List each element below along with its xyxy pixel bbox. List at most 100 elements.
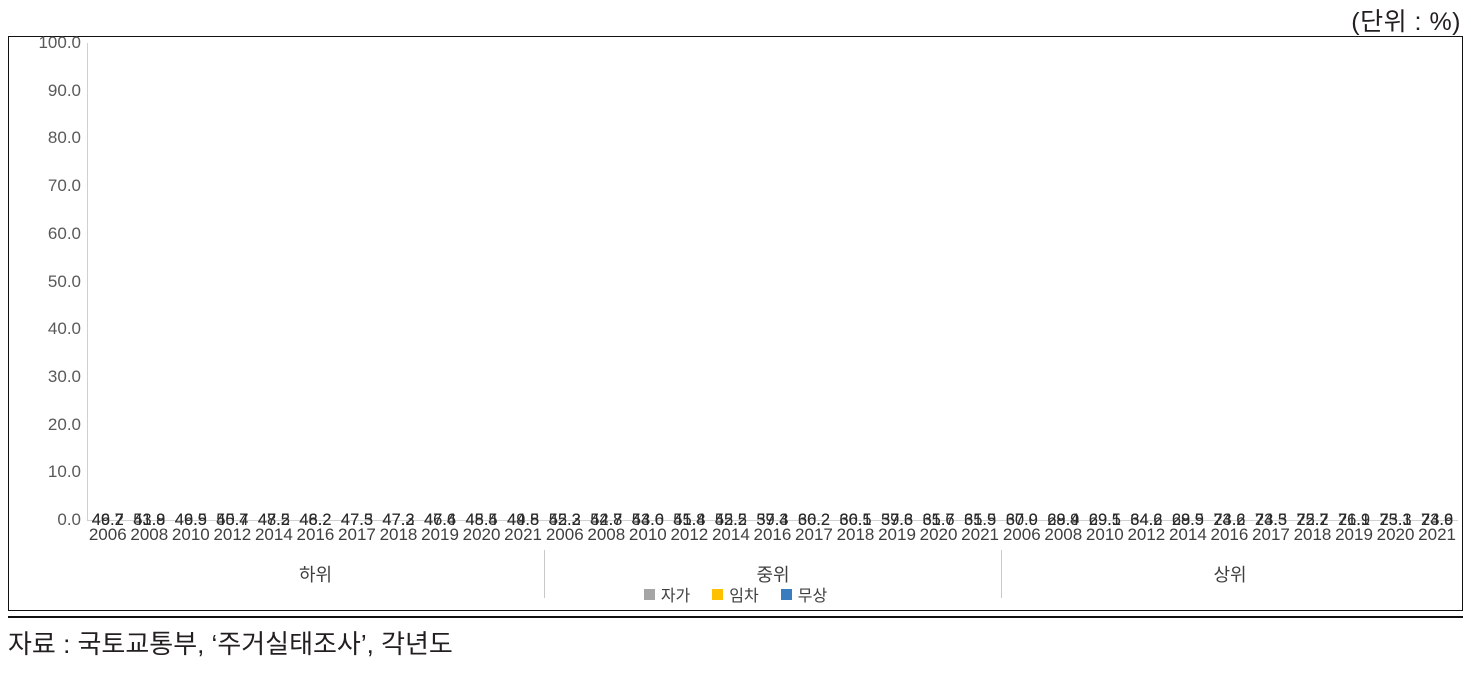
bar-slot[interactable]: 4.3 43.8 51.9 (129, 43, 171, 539)
bar-value-label: 75.3 (1379, 511, 1412, 529)
bar-value-label: 46.2 (91, 511, 124, 529)
bar-value-label: 60.1 (839, 511, 872, 529)
bar-slot[interactable]: 3.4 37.3 59.4 (752, 43, 794, 539)
bar-value-label: 47.5 (340, 511, 374, 529)
bar-slot[interactable]: 5.1 47.3 47.5 (336, 43, 378, 539)
bar-slot[interactable]: 1.6 23.1 75.3 (1375, 43, 1417, 539)
x-axis-year: 2012 (213, 525, 252, 544)
bar-slot[interactable]: 1.6 23.9 74.6 (1416, 43, 1458, 539)
bar-slot[interactable]: 1.8 21.9 76.1 (1333, 43, 1375, 539)
bar-value-label: 2.7 (677, 522, 701, 540)
bar-value-label: 21.9 (1337, 511, 1371, 529)
bar-value-label: 2.7 (927, 522, 951, 540)
y-axis-tick: 0.0 (57, 510, 81, 529)
bar-slot[interactable]: 2.2 30.9 67.0 (1001, 43, 1043, 539)
bar-slot[interactable]: 2.7 35.6 61.7 (918, 43, 960, 539)
bar-slot[interactable]: 3.5 36.5 60.1 (835, 43, 877, 539)
x-axis-year: 2010 (1085, 525, 1124, 544)
bar-value-label: 1.6 (1176, 522, 1200, 540)
x-axis-year: 2017 (1252, 525, 1290, 544)
bar-value-label: 1.2 (1134, 522, 1158, 540)
bar-value-label: 28.9 (1047, 511, 1080, 529)
bar-value-label: 2.5 (553, 522, 577, 540)
bar-slot[interactable]: 2.5 42.2 55.3 (544, 43, 586, 539)
bar-slot[interactable]: 2.7 35.5 61.9 (959, 43, 1001, 539)
bar-value-label: 22.7 (1296, 511, 1329, 529)
bar-value-label: 36.5 (839, 511, 872, 529)
legend-item-rent[interactable]: 임차 (712, 582, 759, 606)
bar-value-label: 45.7 (216, 511, 249, 529)
bar-value-label: 46.9 (174, 511, 207, 529)
bar-value-label: 73.5 (1254, 511, 1288, 529)
bar-value-label: 51.8 (673, 511, 706, 529)
unit-caption: (단위 : %) (1351, 8, 1461, 36)
bar-slot[interactable]: 3.7 49.5 46.9 (170, 43, 212, 539)
bar-value-label: 24.2 (1213, 511, 1246, 529)
bar-slot[interactable]: 6.0 48.5 45.4 (461, 43, 503, 539)
x-axis-year: 2014 (254, 525, 293, 544)
bar-value-label: 36.2 (797, 511, 831, 529)
x-axis-year: 2018 (379, 525, 418, 544)
bar-slot[interactable]: 2.3 24.3 73.5 (1250, 43, 1292, 539)
bar-slot[interactable]: 4.1 46.2 49.7 (87, 43, 129, 539)
bar-slot[interactable]: 2.3 45.5 52.2 (710, 43, 752, 539)
legend-swatch-icon (643, 588, 655, 600)
bar-value-label: 30.9 (1005, 511, 1038, 529)
legend-label: 무상 (797, 588, 828, 605)
y-axis-tick: 70.0 (47, 176, 81, 196)
bar-slot[interactable]: 2.4 42.8 54.7 (586, 43, 628, 539)
bar-slot[interactable]: 1.8 28.9 69.4 (1043, 43, 1085, 539)
x-axis-year: 2010 (171, 525, 210, 544)
bar-slot[interactable]: 3.2 37.3 59.6 (876, 43, 918, 539)
bar-value-label: 5.6 (303, 522, 327, 540)
bar-value-label: 5.4 (387, 522, 410, 540)
bar-value-label: 47.3 (382, 511, 415, 529)
bar-slot[interactable]: 5.4 47.3 47.2 (378, 43, 420, 539)
x-axis-year: 2006 (545, 525, 584, 544)
x-axis-year: 2008 (587, 525, 626, 544)
bar-value-label: 54.0 (631, 511, 664, 529)
bar-value-label: 48.2 (299, 511, 332, 529)
legend-swatch-icon (712, 588, 724, 600)
bar-value-label: 2.2 (1217, 522, 1241, 540)
y-axis-tick: 80.0 (47, 128, 81, 148)
x-axis-year: 2020 (919, 525, 958, 544)
bar-group-중위: 2.5 42.2 55.3 2.4 42.8 54.7 2.3 43.6 54.0 2.7 45.4… (544, 43, 1001, 539)
x-axis-year: 2020 (1376, 525, 1415, 544)
bar-value-label: 34.2 (1130, 511, 1163, 529)
x-axis-year: 2018 (836, 525, 875, 544)
bar-slot[interactable]: 2.7 45.4 51.8 (669, 43, 711, 539)
bar-value-label: 42.2 (548, 511, 581, 529)
bar-slot[interactable]: 1.6 28.9 69.5 (1167, 43, 1209, 539)
bar-value-label: 59.6 (880, 511, 914, 529)
x-year-group: 2006 2008 2010 2012 2014 2016 2017 2018 2019 2020… (87, 520, 544, 550)
bar-group-하위: 4.1 46.2 49.7 4.3 43.8 51.9 3.7 49.5 46.9 3.8 45.7… (87, 43, 544, 539)
bar-value-label: 42.8 (590, 511, 623, 529)
bar-value-label: 1.8 (1051, 522, 1075, 540)
x-axis-year-labels: 2006 2008 2010 2012 2014 2016 2017 2018 2019 2020… (87, 520, 1458, 550)
bar-value-label: 3.7 (179, 522, 203, 540)
bar-slot[interactable]: 3.6 36.2 60.2 (793, 43, 835, 539)
bar-slot[interactable]: 2.3 43.6 54.0 (627, 43, 669, 539)
bar-value-label: 74.6 (1421, 511, 1454, 529)
bar-value-label: 3.6 (802, 522, 826, 540)
bar-value-label: 5.1 (345, 522, 369, 540)
x-axis-line (87, 520, 1458, 521)
bar-value-label: 47.6 (423, 511, 457, 529)
bar-slot[interactable]: 4.2 48.2 47.5 (253, 43, 295, 539)
bar-slot[interactable]: 3.8 45.7 50.4 (212, 43, 254, 539)
legend-item-own[interactable]: 자가 (643, 582, 690, 606)
bar-slot[interactable]: 5.6 48.2 46.2 (295, 43, 337, 539)
x-year-group: 2006 2008 2010 2012 2014 2016 2017 2018 2019 2020… (1001, 520, 1458, 550)
bar-slot[interactable]: 5.9 47.6 46.4 (419, 43, 461, 539)
bar-slot[interactable]: 1.4 29.1 69.5 (1084, 43, 1126, 539)
bar-value-label: 69.5 (1171, 511, 1204, 529)
bar-value-label: 2.2 (1010, 522, 1034, 540)
bar-slot[interactable]: 5.7 49.5 44.8 (502, 43, 544, 539)
x-axis-year: 2021 (1418, 525, 1456, 544)
bar-slot[interactable]: 1.2 34.2 64.6 (1126, 43, 1168, 539)
bar-slot[interactable]: 2.2 24.2 73.6 (1209, 43, 1251, 539)
bar-slot[interactable]: 2.0 22.7 75.2 (1292, 43, 1334, 539)
legend-item-free[interactable]: 무상 (780, 582, 828, 606)
